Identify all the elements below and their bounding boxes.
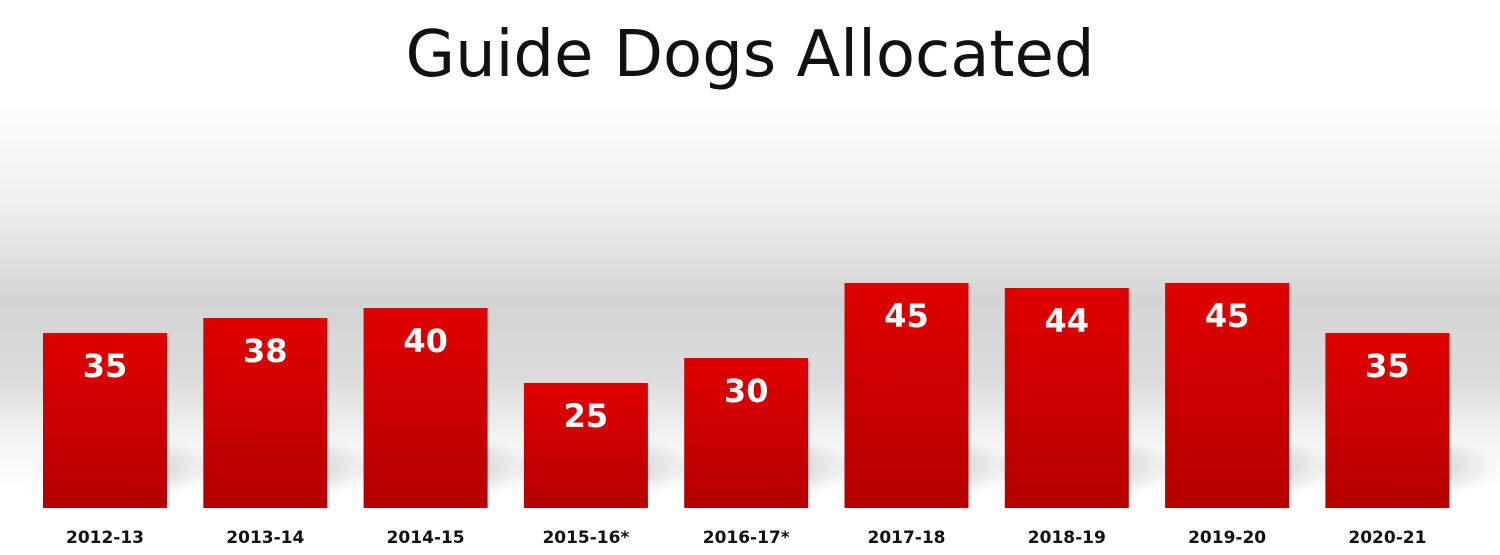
data-label: 38 [243, 332, 288, 370]
data-label: 45 [884, 297, 929, 335]
x-tick-label: 2013-14 [226, 528, 304, 548]
x-tick-label: 2016-17* [703, 528, 790, 548]
bar-2012-13 [43, 333, 167, 508]
x-tick-label: 2020-21 [1348, 528, 1426, 548]
x-axis-ticks: 2012-13 2013-14 2014-15 2015-16* 2016-17* 201… [66, 528, 1426, 548]
bar-2016-17 [684, 358, 809, 508]
data-label: 25 [564, 397, 609, 435]
bar-2020-21 [1325, 333, 1450, 508]
x-tick-label: 2012-13 [66, 528, 144, 548]
bars [43, 283, 1450, 508]
data-label: 45 [1205, 297, 1250, 335]
x-tick-label: 2018-19 [1028, 528, 1106, 548]
data-label: 40 [403, 322, 448, 360]
x-tick-label: 2017-18 [867, 528, 945, 548]
bar-2015-16 [523, 383, 648, 508]
bar-2013-14 [203, 318, 328, 508]
chart-title: Guide Dogs Allocated [405, 18, 1095, 92]
data-label: 30 [724, 372, 769, 410]
bar-2014-15 [363, 308, 488, 508]
bar-2018-19 [1004, 288, 1129, 508]
bar-2019-20 [1165, 283, 1290, 508]
x-tick-label: 2014-15 [387, 528, 465, 548]
data-label: 35 [83, 347, 128, 385]
x-tick-label: 2015-16* [542, 528, 629, 548]
x-tick-label: 2019-20 [1188, 528, 1266, 548]
data-labels: 35 38 40 25 30 45 44 45 35 [83, 297, 1410, 435]
data-label: 35 [1365, 347, 1410, 385]
bar-2017-18 [844, 283, 969, 508]
data-label: 44 [1045, 302, 1090, 340]
